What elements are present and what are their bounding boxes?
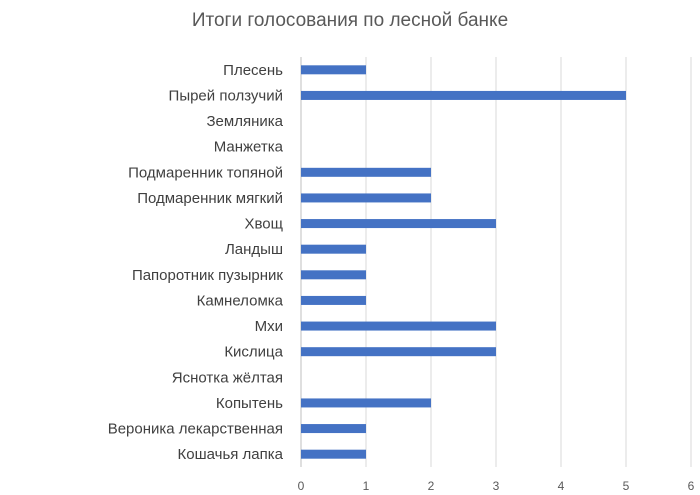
x-tick-label: 5 — [623, 479, 630, 493]
category-label: Вероника лекарственная — [108, 421, 283, 438]
x-tick-label: 6 — [688, 479, 695, 493]
bar — [301, 65, 366, 75]
bars — [301, 65, 626, 459]
category-label: Яснотка жёлтая — [172, 369, 283, 386]
category-label: Мхи — [255, 318, 283, 335]
x-tick-label: 1 — [363, 479, 370, 493]
bar — [301, 167, 431, 177]
bar — [301, 347, 496, 357]
category-label: Земляника — [207, 113, 284, 130]
category-label: Копытень — [216, 395, 283, 412]
x-tick-label: 0 — [298, 479, 305, 493]
bar — [301, 321, 496, 331]
category-labels: Плесень Пырей ползучий Земляника Манжетка По… — [108, 62, 284, 463]
category-label: Кислица — [224, 344, 283, 361]
category-label: Папоротник пузырник — [132, 267, 283, 284]
category-label: Плесень — [223, 62, 283, 79]
category-label: Кошачья лапка — [178, 446, 284, 463]
x-tick-labels: 0 1 2 3 4 5 6 — [298, 479, 695, 493]
category-label: Подмаренник топяной — [128, 164, 283, 181]
category-label: Хвощ — [245, 216, 284, 233]
x-tick-label: 4 — [558, 479, 565, 493]
x-tick-label: 3 — [493, 479, 500, 493]
bar — [301, 398, 431, 408]
x-tick-label: 2 — [428, 479, 435, 493]
category-label: Ландыш — [225, 241, 283, 258]
bar — [301, 424, 366, 434]
category-label: Пырей ползучий — [169, 87, 283, 104]
bar — [301, 449, 366, 459]
bar — [301, 219, 496, 229]
category-label: Манжетка — [214, 139, 284, 156]
bar — [301, 244, 366, 254]
bar — [301, 90, 626, 100]
bar — [301, 270, 366, 280]
category-label: Камнеломка — [197, 292, 284, 309]
chart-title: Итоги голосования по лесной банке — [191, 10, 509, 31]
bar — [301, 295, 366, 305]
bar — [301, 193, 431, 203]
category-label: Подмаренник мягкий — [137, 190, 283, 207]
